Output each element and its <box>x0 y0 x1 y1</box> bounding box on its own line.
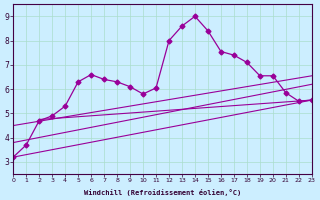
X-axis label: Windchill (Refroidissement éolien,°C): Windchill (Refroidissement éolien,°C) <box>84 189 241 196</box>
